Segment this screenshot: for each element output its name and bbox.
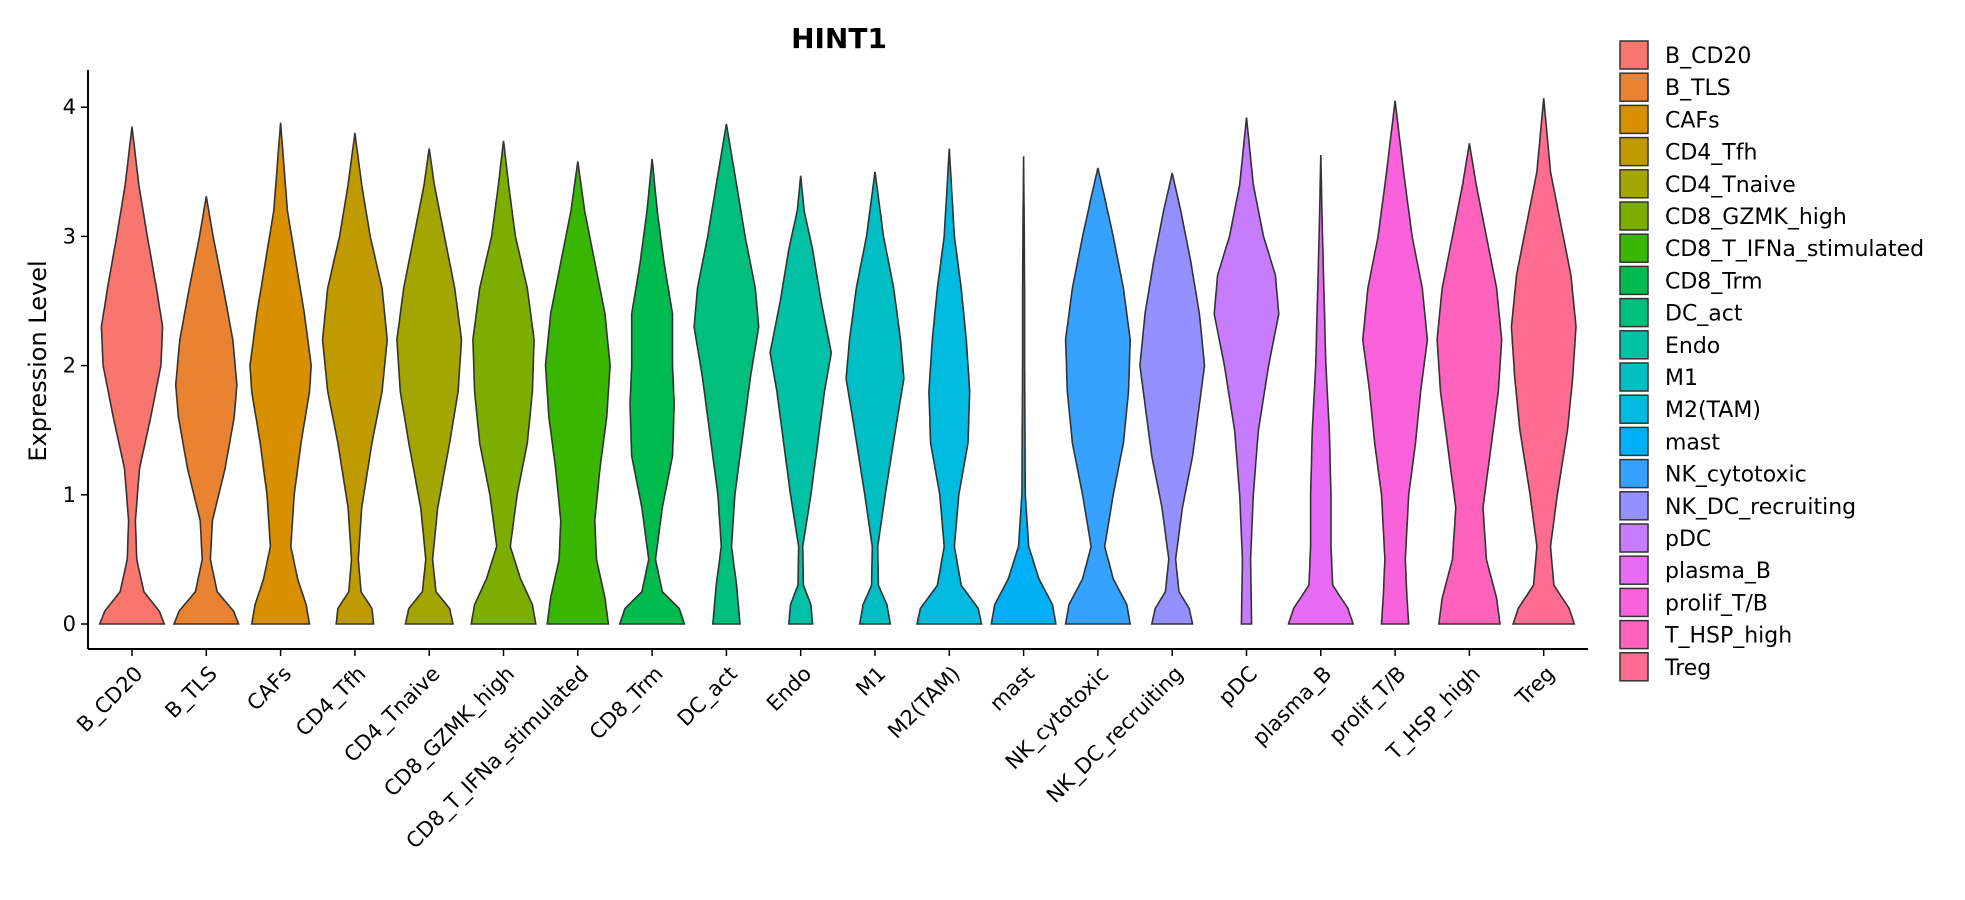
legend-label: CD4_Tfh [1665, 141, 1757, 166]
violin-prolif-t-b [1361, 100, 1429, 625]
legend-label: plasma_B [1665, 559, 1771, 584]
legend-label: CAFs [1665, 108, 1720, 133]
y-tick-label: 0 [63, 612, 76, 636]
y-axis-label: Expression Level [24, 260, 52, 461]
legend-label: B_CD20 [1665, 44, 1751, 69]
legend-swatch [1619, 587, 1649, 618]
violin-cafs [249, 122, 313, 625]
violin-t-hsp-high [1436, 143, 1503, 625]
legend-label: prolif_T/B [1665, 591, 1768, 616]
x-axis: B_CD20 B_TLS CAFsCD4_TfhCD4_TnaiveCD8_GZMK… [72, 648, 1588, 854]
violin-cd8-trm [618, 158, 686, 625]
legend-label: CD8_Trm [1665, 269, 1763, 294]
legend-label: mast [1665, 430, 1720, 455]
legend-swatch [1619, 458, 1649, 489]
legend-swatch [1619, 201, 1649, 231]
violin-group [98, 98, 1577, 625]
legend-swatch [1619, 72, 1649, 102]
legend-swatch [1619, 40, 1649, 70]
legend-label: M1 [1665, 366, 1698, 391]
x-tick-label: Endo [762, 662, 816, 716]
legend-label: CD8_T_IFNa_stimulated [1665, 237, 1924, 262]
x-tick-label: Treg [1510, 662, 1559, 711]
legend-label: NK_DC_recruiting [1665, 495, 1856, 520]
y-axis: 0 1 2 3 4 [63, 70, 89, 649]
violin-endo [769, 175, 833, 625]
legend-label: B_TLS [1665, 76, 1731, 101]
violin-cd4-tfh [321, 132, 389, 625]
x-tick-label: CD8_GZMK_high [379, 662, 519, 802]
x-tick-label: DC_act [673, 662, 743, 732]
violin-nk-cytotoxic [1064, 167, 1132, 625]
violin-dc-act [693, 123, 760, 625]
violin-cd8-gzmk-high [470, 140, 537, 625]
legend-swatch [1619, 426, 1649, 457]
x-tick-label: B_CD20 [72, 662, 148, 738]
legend-label: M2(TAM) [1665, 398, 1761, 423]
legend-label: T_HSP_high [1664, 624, 1792, 649]
chart-title: HINT1 [791, 22, 887, 55]
x-tick-label: NK_DC_recruiting [1042, 662, 1189, 809]
x-tick-label: CAFs [242, 662, 296, 716]
x-tick-label: pDC [1214, 662, 1262, 710]
legend-swatch [1619, 619, 1649, 650]
legend-swatch [1619, 297, 1649, 328]
violin-b-cd20 [98, 126, 166, 625]
violin-cd8-t-ifna-stimulated [544, 161, 611, 625]
x-tick-label: plasma_B [1248, 662, 1337, 751]
legend-label: NK_cytotoxic [1665, 463, 1807, 488]
x-tick-label: B_TLS [160, 662, 222, 724]
legend-swatch [1619, 523, 1649, 553]
legend-swatch [1619, 491, 1649, 521]
legend-swatch [1619, 362, 1649, 392]
legend-swatch [1619, 394, 1649, 424]
legend-label: Endo [1665, 334, 1720, 359]
violin-nk-dc-recruiting [1139, 172, 1206, 625]
legend-swatch [1619, 330, 1649, 360]
y-tick-label: 2 [63, 354, 76, 378]
legend-swatch [1619, 136, 1649, 167]
violin-plasma-b [1287, 154, 1355, 625]
legend-swatch [1619, 169, 1649, 199]
violin-pdc [1213, 117, 1280, 625]
legend-swatch [1619, 104, 1649, 135]
y-tick-label: 3 [63, 224, 76, 248]
legend-label: DC_act [1665, 302, 1743, 327]
legend-label: CD4_Tnaive [1665, 173, 1796, 198]
legend-swatch [1619, 652, 1649, 682]
y-tick-label: 1 [63, 483, 76, 507]
legend-swatch [1619, 265, 1649, 296]
violin-m1 [845, 171, 905, 625]
legend-swatch [1619, 555, 1649, 585]
y-tick-label: 4 [63, 95, 76, 119]
violin-cd4-tnaive [396, 148, 463, 625]
legend-label: pDC [1665, 527, 1711, 552]
x-tick-label: M1 [851, 662, 890, 701]
legend-swatch [1619, 233, 1649, 263]
violin-m2-tam- [915, 148, 983, 625]
violin-treg [1510, 98, 1577, 625]
x-tick-label: CD8_Trm [585, 662, 669, 746]
x-tick-label: M2(TAM) [883, 662, 965, 744]
legend-label: CD8_GZMK_high [1665, 205, 1847, 230]
x-tick-label: mast [985, 662, 1039, 716]
violin-b-tls [172, 196, 240, 625]
legend-label: Treg [1664, 656, 1711, 681]
violin-mast [990, 156, 1057, 625]
legend: B_CD20 B_TLS CAFs CD4_Tfh CD4_Tnaive CD8_GZMK… [1619, 40, 1924, 682]
